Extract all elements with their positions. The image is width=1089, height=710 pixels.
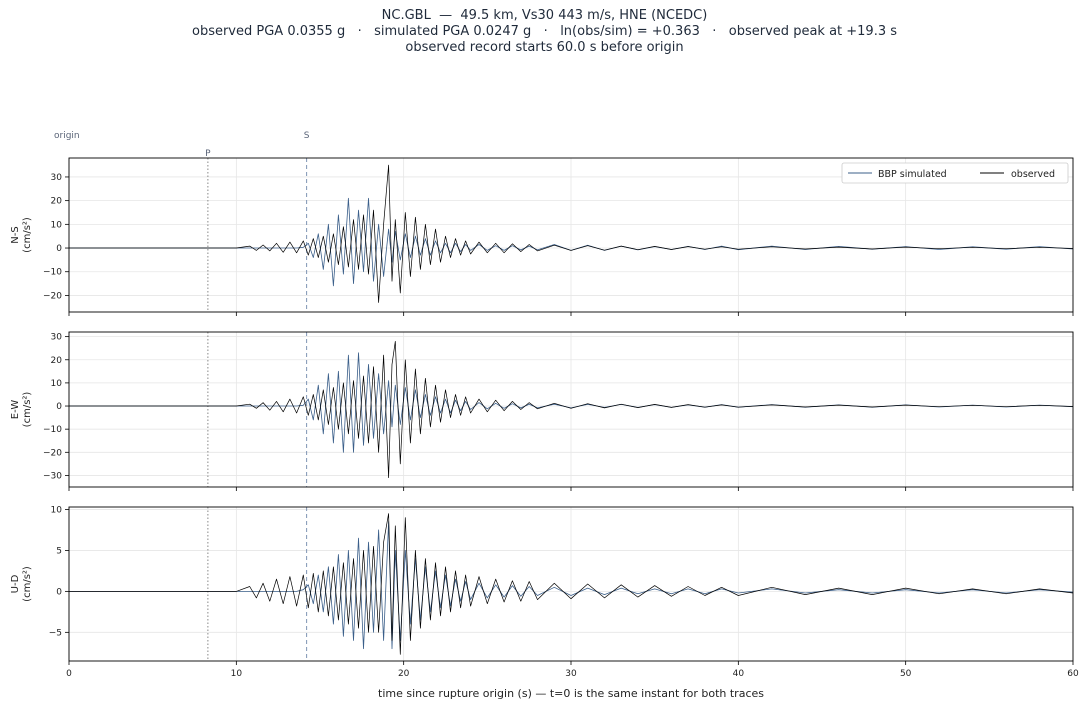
y-tick-label: 0 (56, 587, 62, 597)
y-tick-label: 10 (51, 505, 63, 515)
x-tick-label: 20 (398, 669, 410, 679)
y-axis-label: E-W (10, 400, 21, 420)
x-tick-label: 50 (900, 669, 912, 679)
y-tick-label: 5 (56, 546, 62, 556)
y-tick-label: 10 (51, 379, 63, 389)
x-tick-label: 0 (66, 669, 72, 679)
y-tick-label: −20 (43, 448, 62, 458)
p-marker-label: P (205, 149, 211, 159)
x-tick-label: 30 (565, 669, 577, 679)
y-axis-label: N-S (10, 226, 21, 243)
origin-marker-label: origin (54, 131, 80, 141)
s-marker-label: S (304, 131, 310, 141)
title-line-3: observed record starts 60.0 s before ori… (405, 40, 684, 55)
y-tick-label: −10 (43, 425, 62, 435)
y-tick-label: 20 (51, 197, 63, 207)
y-tick-label: −10 (43, 268, 62, 278)
y-tick-label: −20 (43, 291, 62, 301)
y-axis-unit: (cm/s²) (22, 566, 33, 602)
title-line-1: NC.GBL — 49.5 km, Vs30 443 m/s, HNE (NCE… (381, 8, 708, 23)
y-tick-label: −30 (43, 471, 62, 481)
y-axis-label: U-D (10, 574, 21, 593)
y-tick-label: 0 (56, 244, 62, 254)
y-tick-label: −5 (49, 628, 62, 638)
x-tick-label: 40 (733, 669, 745, 679)
observed-trace (69, 164, 1073, 303)
legend: BBP simulated observed (841, 162, 1069, 184)
y-axis-unit: (cm/s²) (22, 217, 33, 253)
panel-u-d: −5 0 5 10 0 10 20 30 40 50 60 U-D (cm/s²) (10, 505, 1079, 679)
observed-trace (69, 340, 1073, 479)
legend-observed-label: observed (1011, 169, 1055, 180)
y-tick-label: 30 (51, 333, 63, 343)
legend-simulated-label: BBP simulated (878, 169, 947, 180)
x-tick-label: 60 (1067, 669, 1079, 679)
y-tick-label: 30 (51, 173, 63, 183)
figure-title: NC.GBL — 49.5 km, Vs30 443 m/s, HNE (NCE… (0, 8, 1089, 56)
legend-frame (841, 162, 1069, 184)
observed-trace (69, 513, 1073, 655)
x-axis-label: time since rupture origin (s) — t=0 is t… (378, 687, 764, 700)
title-line-2: observed PGA 0.0355 g · simulated PGA 0.… (191, 24, 898, 39)
y-tick-label: 0 (56, 402, 62, 412)
panel-e-w: −30 −20 −10 0 10 20 30 E-W (cm/s²) (10, 331, 1074, 491)
marker-labels: origin P S (54, 131, 310, 159)
y-axis-unit: (cm/s²) (22, 392, 33, 428)
x-tick-label: 10 (231, 669, 243, 679)
y-tick-label: 20 (51, 356, 63, 366)
y-tick-label: 10 (51, 220, 63, 230)
